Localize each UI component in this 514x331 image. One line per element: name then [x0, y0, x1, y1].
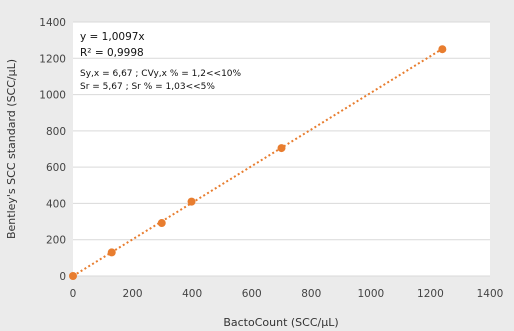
y-axis-ticks: 0 200 400 600 800 1000 1200 1400 — [39, 17, 66, 283]
x-tick-label-2: 400 — [182, 288, 202, 300]
trendline — [72, 47, 443, 277]
stats-line-2: Sr = 5,67 ; Sr % = 1,03<<5% — [80, 82, 215, 92]
y-axis-label: Bentley's SCC standard (SCC/µL) — [5, 59, 18, 239]
x-tick-label-5: 1000 — [357, 288, 384, 300]
y-tick-label-5: 1000 — [39, 90, 66, 102]
data-point-3 — [187, 197, 196, 206]
y-tick-label-3: 600 — [46, 162, 66, 174]
y-tick-label-4: 800 — [46, 126, 66, 138]
data-point-4 — [277, 144, 286, 153]
y-tick-label-1: 200 — [46, 235, 66, 247]
x-tick-label-1: 200 — [123, 288, 143, 300]
y-tick-label-6: 1200 — [39, 53, 66, 65]
x-axis-ticks: 0 200 400 600 800 1000 1200 1400 — [70, 288, 504, 300]
y-tick-label-7: 1400 — [39, 17, 66, 29]
data-point-1 — [107, 248, 116, 257]
x-tick-label-0: 0 — [70, 288, 77, 300]
x-axis-label: BactoCount (SCC/µL) — [223, 316, 338, 329]
r-squared-label: R² = 0,9998 — [80, 47, 144, 59]
data-point-5 — [438, 45, 447, 54]
x-tick-label-4: 800 — [301, 288, 321, 300]
x-tick-label-6: 1200 — [417, 288, 444, 300]
data-point-0 — [69, 272, 77, 280]
y-tick-label-2: 400 — [46, 198, 66, 210]
data-points — [69, 45, 447, 280]
equation-label: y = 1,0097x — [80, 31, 145, 43]
data-point-2 — [157, 219, 166, 228]
x-tick-label-3: 600 — [242, 288, 262, 300]
y-tick-label-0: 0 — [59, 271, 66, 283]
stats-line-1: Sy,x = 6,67 ; CVy,x % = 1,2<<10% — [80, 69, 242, 79]
x-tick-label-7: 1400 — [477, 288, 504, 300]
grid-lines — [73, 21, 490, 277]
